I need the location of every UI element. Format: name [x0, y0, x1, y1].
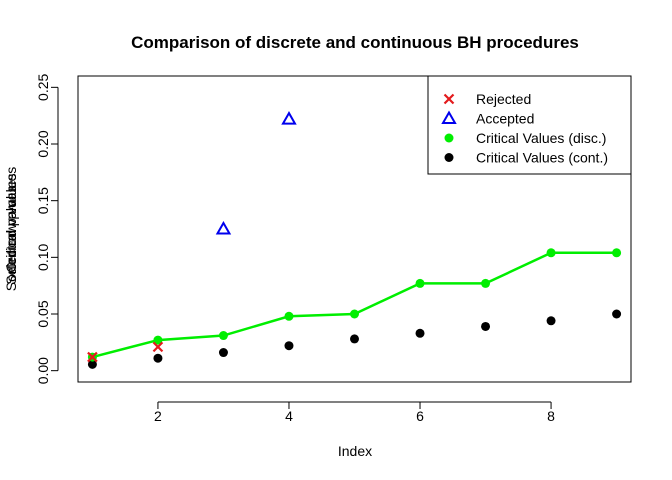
legend-entry: Critical Values (disc.) — [444, 130, 606, 146]
data-point — [218, 348, 228, 358]
data-point — [87, 351, 98, 363]
x-tick-label: 6 — [416, 408, 424, 424]
data-point — [284, 311, 294, 321]
legend-marker — [444, 133, 454, 143]
legend-entry: Critical Values (cont.) — [444, 150, 608, 166]
chart-title: Comparison of discrete and continuous BH… — [131, 33, 579, 52]
y-tick-label: 0.15 — [35, 187, 51, 214]
plot-frame — [77, 75, 632, 383]
data-point — [415, 278, 425, 288]
y-tick-label: 0.25 — [35, 73, 51, 100]
data-point — [218, 331, 228, 341]
data-point — [350, 334, 359, 344]
legend-entry: Rejected — [443, 91, 531, 107]
legend-marker — [441, 110, 457, 124]
data-point — [612, 248, 622, 258]
legend-label: Critical Values (disc.) — [476, 130, 606, 146]
legend-box — [427, 75, 632, 175]
y-axis: 0.00 0.05 0.10 0.15 0.20 0.25 — [35, 73, 59, 384]
data-point — [350, 309, 359, 319]
series-critical-values-cont — [87, 309, 622, 369]
y-axis-label: Selected p-values — [3, 173, 19, 284]
y-axis-label: Critical values — [3, 185, 19, 272]
legend-marker — [444, 153, 454, 162]
x-tick-label: 2 — [154, 408, 162, 424]
data-point — [152, 341, 164, 353]
legend-entry: Accepted — [441, 110, 534, 127]
data-point — [153, 353, 163, 363]
data-point — [481, 321, 491, 331]
data-point — [281, 111, 297, 125]
data-point — [481, 278, 491, 288]
data-point — [415, 328, 425, 338]
chart-marks — [87, 111, 622, 369]
x-tick-label: 4 — [285, 408, 293, 424]
data-point — [153, 335, 163, 345]
y-axis-label: Sorted raw p-values — [3, 167, 19, 292]
x-tick-label: 8 — [547, 408, 555, 424]
legend: Rejected Accepted Critical Values (disc.) C… — [427, 75, 632, 175]
data-point — [87, 359, 97, 369]
x-axis: 2 4 6 8 — [154, 401, 555, 424]
y-tick-label: 0.20 — [35, 130, 51, 157]
y-tick-label: 0.10 — [35, 243, 51, 270]
y-tick-label: 0.00 — [35, 357, 51, 384]
data-point — [546, 248, 556, 258]
data-point — [215, 220, 232, 235]
legend-label: Rejected — [476, 91, 531, 107]
series-critical-values-disc — [87, 248, 622, 362]
x-axis-label: Index — [338, 443, 372, 459]
legend-label: Accepted — [476, 111, 534, 127]
series-rejected — [87, 341, 164, 363]
data-point — [612, 309, 622, 319]
series-accepted — [215, 111, 297, 235]
y-tick-label: 0.05 — [35, 300, 51, 327]
legend-label: Critical Values (cont.) — [476, 150, 608, 166]
data-point — [546, 316, 556, 326]
legend-marker — [443, 93, 455, 105]
data-point — [284, 341, 294, 351]
